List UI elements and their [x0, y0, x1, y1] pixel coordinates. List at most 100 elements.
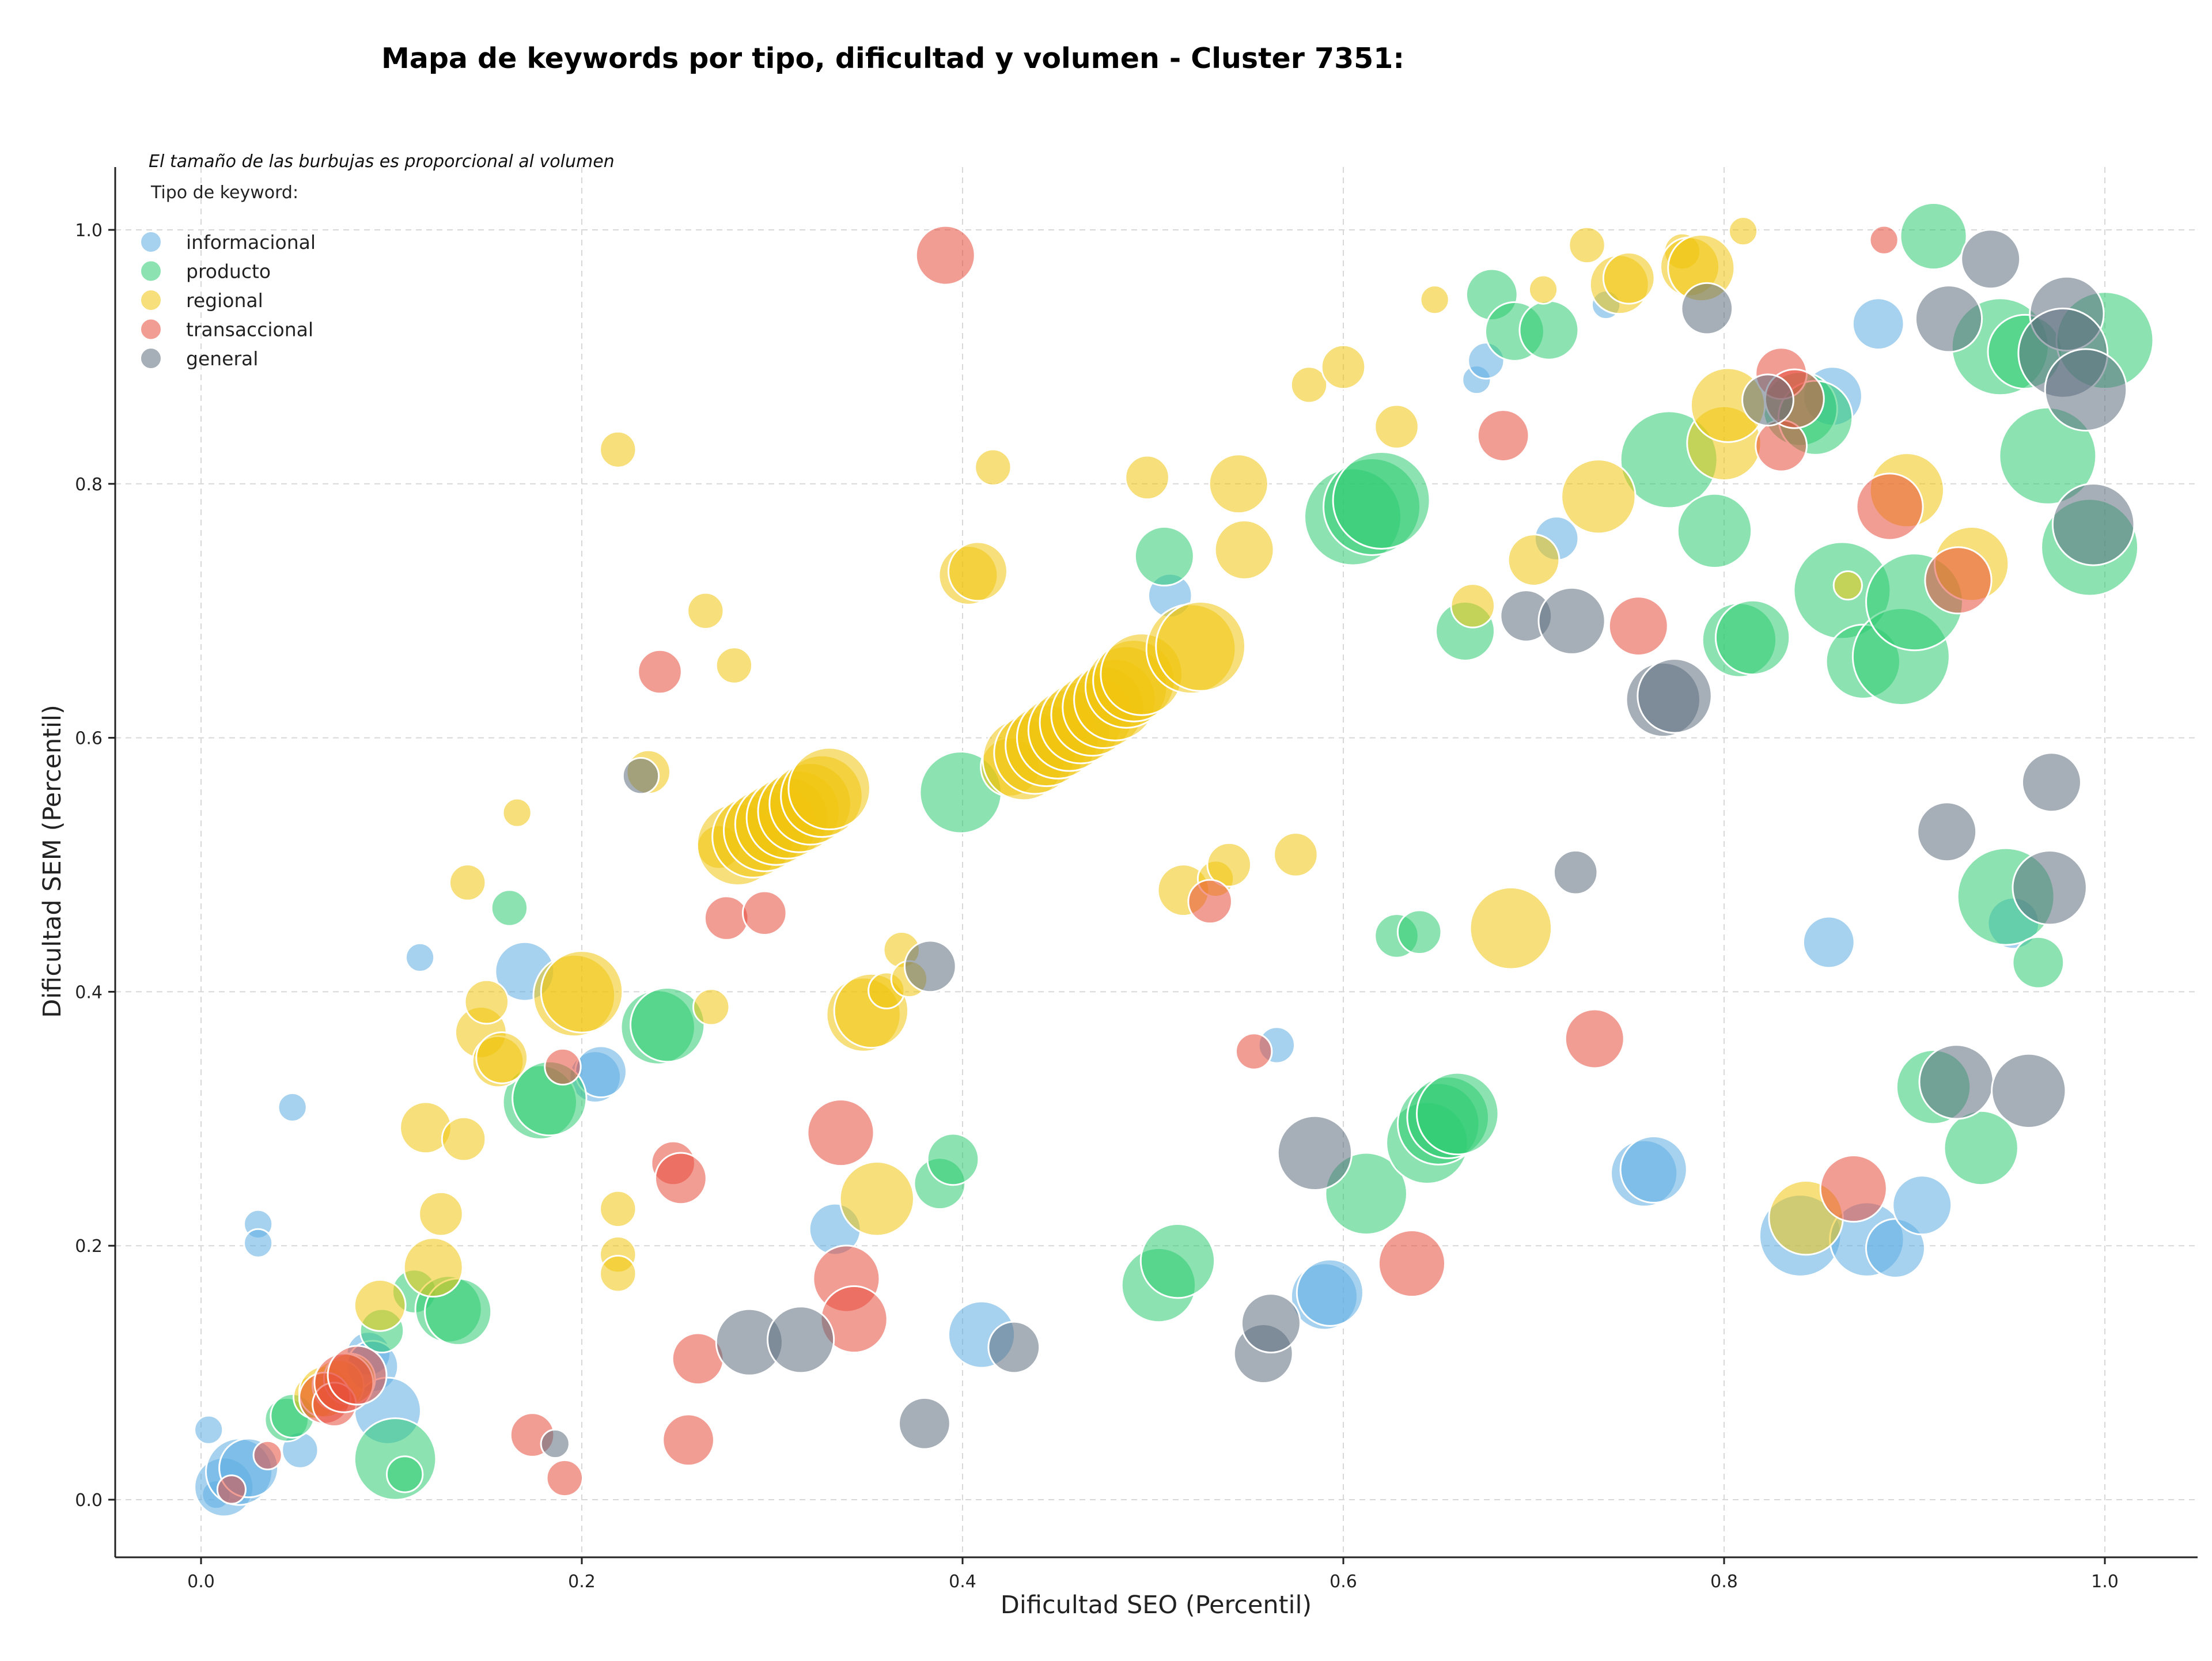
- bubble-transaccional-16: [806, 1098, 875, 1167]
- bubble-regional-7: [418, 1191, 464, 1237]
- bubble-producto-43: [1899, 202, 1968, 271]
- bubble-general-3: [766, 1306, 835, 1374]
- bubble-regional-16: [540, 950, 624, 1034]
- bubble-regional-37: [839, 1160, 915, 1237]
- bubble-regional-13: [475, 1031, 529, 1084]
- bubble-informacional-32: [1851, 297, 1905, 350]
- x-tick-label-1: 0.2: [568, 1572, 596, 1592]
- bubble-transaccional-12: [662, 1413, 715, 1467]
- bubble-informacional-34: [1892, 1175, 1953, 1236]
- x-tick-label-2: 0.4: [949, 1572, 976, 1592]
- y-tick-label-4: 0.8: [75, 475, 103, 495]
- bubble-general-17: [1916, 801, 1978, 862]
- bubble-transaccional-21: [1234, 1032, 1273, 1070]
- bubble-transaccional-25: [1608, 596, 1669, 657]
- series-producto: [264, 202, 2154, 1501]
- bubble-regional-43: [974, 448, 1012, 486]
- bubble-producto-32: [1518, 300, 1580, 361]
- bubble-transaccional-22: [1377, 1229, 1446, 1298]
- bubble-transaccional-32: [1924, 546, 1993, 615]
- legend-label-producto: producto: [186, 260, 271, 283]
- bubble-regional-69: [1419, 285, 1450, 315]
- legend-marker-regional: [140, 289, 162, 311]
- bubble-regional-11: [464, 979, 510, 1025]
- bubble-producto-50: [1998, 406, 2097, 505]
- bubble-regional-20: [599, 1254, 637, 1293]
- bubble-regional-73: [1528, 274, 1559, 305]
- bubble-producto-8: [490, 889, 529, 927]
- bubble-transaccional-20: [1187, 879, 1233, 925]
- bubble-transaccional-30: [1869, 225, 1899, 255]
- bubble-regional-72: [1507, 534, 1560, 587]
- bubble-informacional-27: [1619, 1135, 1688, 1204]
- bubble-general-27: [2051, 483, 2135, 566]
- bubble-regional-77: [1602, 251, 1656, 305]
- bubble-general-9: [1277, 1115, 1353, 1191]
- bubble-general-26: [2044, 348, 2128, 432]
- bubble-regional-64: [1214, 519, 1275, 580]
- legend-label-regional: regional: [186, 289, 263, 312]
- x-tick-label-0: 0.0: [187, 1572, 215, 1592]
- bubble-producto-34: [1676, 493, 1753, 569]
- bubble-regional-63: [1208, 453, 1269, 514]
- y-tick-label-2: 0.4: [75, 982, 103, 1002]
- bubble-general-21: [1991, 1053, 2067, 1129]
- legend-marker-transaccional: [140, 318, 162, 340]
- bubble-general-8: [1240, 1293, 1301, 1354]
- bubble-general-5: [903, 940, 957, 993]
- bubble-regional-6: [403, 1237, 464, 1298]
- bubble-transaccional-29: [1819, 1154, 1888, 1223]
- bubble-regional-68: [1374, 404, 1419, 449]
- legend-label-general: general: [186, 347, 258, 370]
- bubble-regional-83: [1728, 216, 1759, 247]
- bubble-general-6: [987, 1321, 1041, 1374]
- bubble-general-0: [540, 1428, 570, 1459]
- legend-marker-general: [140, 347, 162, 369]
- y-tick-label-3: 0.6: [75, 729, 103, 749]
- bubble-transaccional-15: [741, 890, 787, 936]
- bubble-regional-66: [1290, 366, 1328, 404]
- bubble-regional-70: [1450, 583, 1496, 629]
- bubble-informacional-0: [194, 1414, 224, 1445]
- bubble-regional-57: [1124, 455, 1170, 501]
- bubble-informacional-21: [1296, 1258, 1364, 1327]
- bubble-producto-18: [1134, 525, 1195, 587]
- size-annotation: El tamaño de las burbujas es proporciona…: [149, 152, 615, 172]
- bubble-regional-14: [502, 797, 532, 828]
- bubble-regional-59: [1155, 601, 1247, 692]
- bubble-general-20: [1960, 229, 2021, 290]
- bubble-informacional-30: [1802, 915, 1855, 969]
- bubble-general-12: [1552, 849, 1599, 895]
- bubble-regional-8: [441, 1116, 487, 1162]
- legend-marker-informacional: [140, 231, 162, 253]
- bubble-regional-17: [599, 430, 637, 468]
- x-tick-label-5: 1.0: [2091, 1572, 2119, 1592]
- bubble-regional-71: [1469, 886, 1553, 970]
- bubble-regional-18: [599, 1190, 637, 1228]
- legend-title: Tipo de keyword:: [150, 183, 298, 203]
- bubble-general-23: [2021, 752, 2082, 813]
- bubble-regional-34: [787, 747, 871, 831]
- bubble-regional-67: [1320, 344, 1366, 390]
- bubble-transaccional-31: [1855, 472, 1924, 541]
- y-axis-label: Dificultad SEM (Percentil): [38, 705, 67, 1018]
- y-tick-label-5: 1.0: [75, 221, 103, 241]
- bubble-general-19: [1918, 1044, 1994, 1120]
- bubble-producto-17: [1139, 1223, 1216, 1299]
- bubble-general-15: [1680, 282, 1734, 335]
- x-axis-label: Dificultad SEO (Percentil): [1001, 1591, 1312, 1620]
- bubble-producto-28: [1416, 1072, 1499, 1156]
- grid: [115, 167, 2198, 1557]
- bubble-regional-85: [1832, 570, 1863, 601]
- bubble-general-22: [2012, 849, 2088, 926]
- x-tick-label-4: 0.8: [1710, 1572, 1738, 1592]
- legend-label-transaccional: transaccional: [186, 319, 313, 341]
- bubble-transaccional-11: [654, 1152, 707, 1205]
- bubble-general-16: [1741, 373, 1794, 427]
- bubble-regional-4: [353, 1278, 407, 1332]
- bubble-producto-14: [926, 1133, 980, 1186]
- bubble-transaccional-1: [252, 1440, 283, 1470]
- bubble-informacional-7: [277, 1092, 308, 1123]
